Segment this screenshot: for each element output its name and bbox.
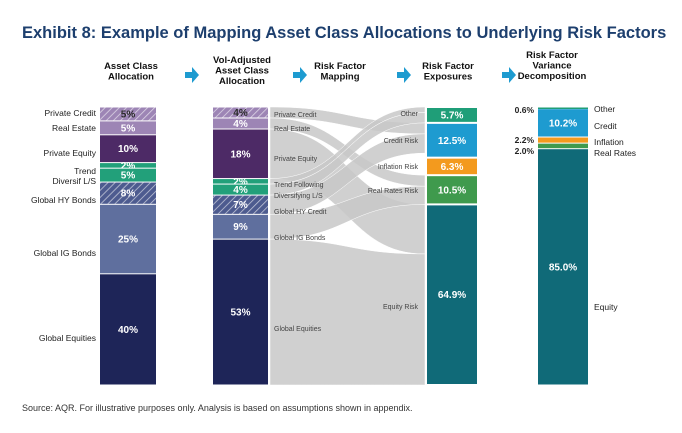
- value-label: 7%: [233, 200, 248, 211]
- sankey-source-global-hy-credit: Global HY Credit: [274, 209, 326, 216]
- value-label: 9%: [233, 222, 248, 233]
- value-label: 2.0%: [515, 146, 535, 156]
- sankey-target-equity-risk: Equity Risk: [383, 304, 419, 311]
- header-vol-adjusted-allocation-line: Vol-Adjusted: [213, 55, 271, 66]
- sankey-source-diversifying-l-s: Diversifying L/S: [274, 193, 323, 200]
- value-label: 2.2%: [515, 135, 535, 145]
- flow-diversifying-l-s: [269, 112, 426, 196]
- value-label: 10.2%: [549, 118, 577, 129]
- bar-segment-credit-risk: [427, 123, 477, 157]
- value-label: 5%: [121, 171, 136, 182]
- category-label-real-estate: Real Estate: [52, 123, 96, 133]
- header-risk-factor-mapping-line: Mapping: [320, 72, 359, 83]
- category-label-equity: Equity: [594, 302, 618, 312]
- bar-segment-inflation: [538, 137, 588, 143]
- header-variance-decomposition-line: Risk Factor: [526, 50, 578, 61]
- bar-segment-equity: [538, 149, 588, 385]
- category-label-credit: Credit: [594, 121, 617, 131]
- sankey-source-private-credit: Private Credit: [274, 112, 316, 119]
- category-label-global-ig-bonds: Global IG Bonds: [34, 248, 96, 258]
- flow-global-hy-credit: [269, 133, 426, 215]
- category-label-inflation: Inflation: [594, 137, 624, 147]
- bar-segment-trend: [100, 163, 156, 168]
- header-risk-factor-mapping-line: Risk Factor: [314, 61, 366, 72]
- bar-segment-global-ig-bonds: [100, 204, 156, 274]
- bar-segment-global-equities: [100, 274, 156, 385]
- bar-segment-inflation-risk: [427, 158, 477, 175]
- sankey-flows: [269, 106, 426, 386]
- bar-segment-private-equity: [213, 129, 268, 179]
- category-label-trend: Trend: [74, 166, 96, 176]
- arrow-icon: [397, 67, 411, 83]
- bar-segment-diversif-l-s: [100, 168, 156, 182]
- bar-segment-other: [538, 107, 588, 109]
- bar-segment-other: [427, 108, 477, 122]
- sankey-target-inflation-risk: Inflation Risk: [378, 164, 419, 171]
- header-vol-adjusted-allocation-line: Asset Class: [215, 66, 269, 77]
- value-label: 5.7%: [441, 110, 464, 121]
- bar-segment-trend-following: [213, 179, 268, 184]
- value-label: 10.5%: [438, 185, 466, 196]
- value-label: 85.0%: [549, 262, 577, 273]
- header-vol-adjusted-allocation-line: Allocation: [219, 76, 265, 87]
- bar-segment-real-estate: [100, 121, 156, 135]
- category-label-global-hy-bonds: Global HY Bonds: [31, 195, 96, 205]
- value-label: 12.5%: [438, 136, 466, 147]
- sankey-source-trend-following: Trend Following: [274, 182, 324, 189]
- category-label-other: Other: [594, 104, 615, 114]
- value-label: 5%: [121, 109, 136, 120]
- bar-segment-global-equities: [213, 239, 268, 385]
- source-note: Source: AQR. For illustrative purposes o…: [22, 403, 413, 413]
- category-label-private-credit: Private Credit: [45, 108, 97, 118]
- sankey-source-private-equity: Private Equity: [274, 156, 318, 163]
- header-risk-factor-exposures-line: Exposures: [424, 72, 473, 83]
- arrow-icon: [502, 67, 516, 83]
- header-variance-decomposition-line: Decomposition: [518, 71, 587, 82]
- category-label-real-rates: Real Rates: [594, 148, 636, 158]
- value-label: 0.6%: [515, 105, 535, 115]
- sankey-source-real-estate: Real Estate: [274, 126, 310, 133]
- category-label-global-equities: Global Equities: [39, 333, 96, 343]
- value-label: 8%: [121, 189, 136, 200]
- sankey-source-global-ig-bonds: Global IG Bonds: [274, 235, 326, 242]
- value-label: 2%: [121, 161, 136, 172]
- sankey-target-credit-risk: Credit Risk: [384, 138, 419, 145]
- header-risk-factor-exposures-line: Risk Factor: [422, 61, 474, 72]
- bar-segment-equity-risk: [427, 205, 477, 384]
- bar-segment-credit: [538, 109, 588, 137]
- value-label: 18%: [230, 149, 250, 160]
- flow-global-equities: [269, 238, 426, 386]
- value-label: 2%: [233, 177, 248, 188]
- flow-global-ig-bonds: [269, 185, 426, 240]
- bar-segment-diversifying-l-s: [213, 184, 268, 195]
- value-label: 64.9%: [438, 290, 466, 301]
- value-label: 25%: [118, 235, 138, 246]
- category-label-private-equity: Private Equity: [44, 148, 97, 158]
- sankey-target-real-rates-risk: Real Rates Risk: [368, 188, 419, 195]
- sankey-target-other: Other: [400, 111, 418, 118]
- header-asset-class-allocation-line: Allocation: [108, 72, 154, 83]
- bar-segment-real-estate: [213, 118, 268, 129]
- sankey-source-global-equities: Global Equities: [274, 326, 322, 333]
- arrow-icon: [293, 67, 307, 83]
- value-label: 6.3%: [441, 162, 464, 173]
- value-label: 4%: [233, 119, 248, 130]
- chart-title: Exhibit 8: Example of Mapping Asset Clas…: [22, 24, 667, 42]
- header-asset-class-allocation-line: Asset Class: [104, 61, 158, 72]
- bar-segment-private-equity: [100, 135, 156, 163]
- value-label: 53%: [230, 308, 250, 319]
- category-label-diversif-l-s: Diversif L/S: [53, 176, 97, 186]
- arrow-icon: [185, 67, 199, 83]
- bar-segment-global-ig-bonds: [213, 214, 268, 239]
- header-variance-decomposition-line: Variance: [532, 61, 571, 72]
- value-label: 4%: [233, 185, 248, 196]
- value-label: 5%: [121, 123, 136, 134]
- bar-segment-real-rates-risk: [427, 176, 477, 204]
- value-label: 40%: [118, 325, 138, 336]
- value-label: 10%: [118, 144, 138, 155]
- bar-segment-real-rates: [538, 143, 588, 149]
- value-label: 4%: [233, 108, 248, 119]
